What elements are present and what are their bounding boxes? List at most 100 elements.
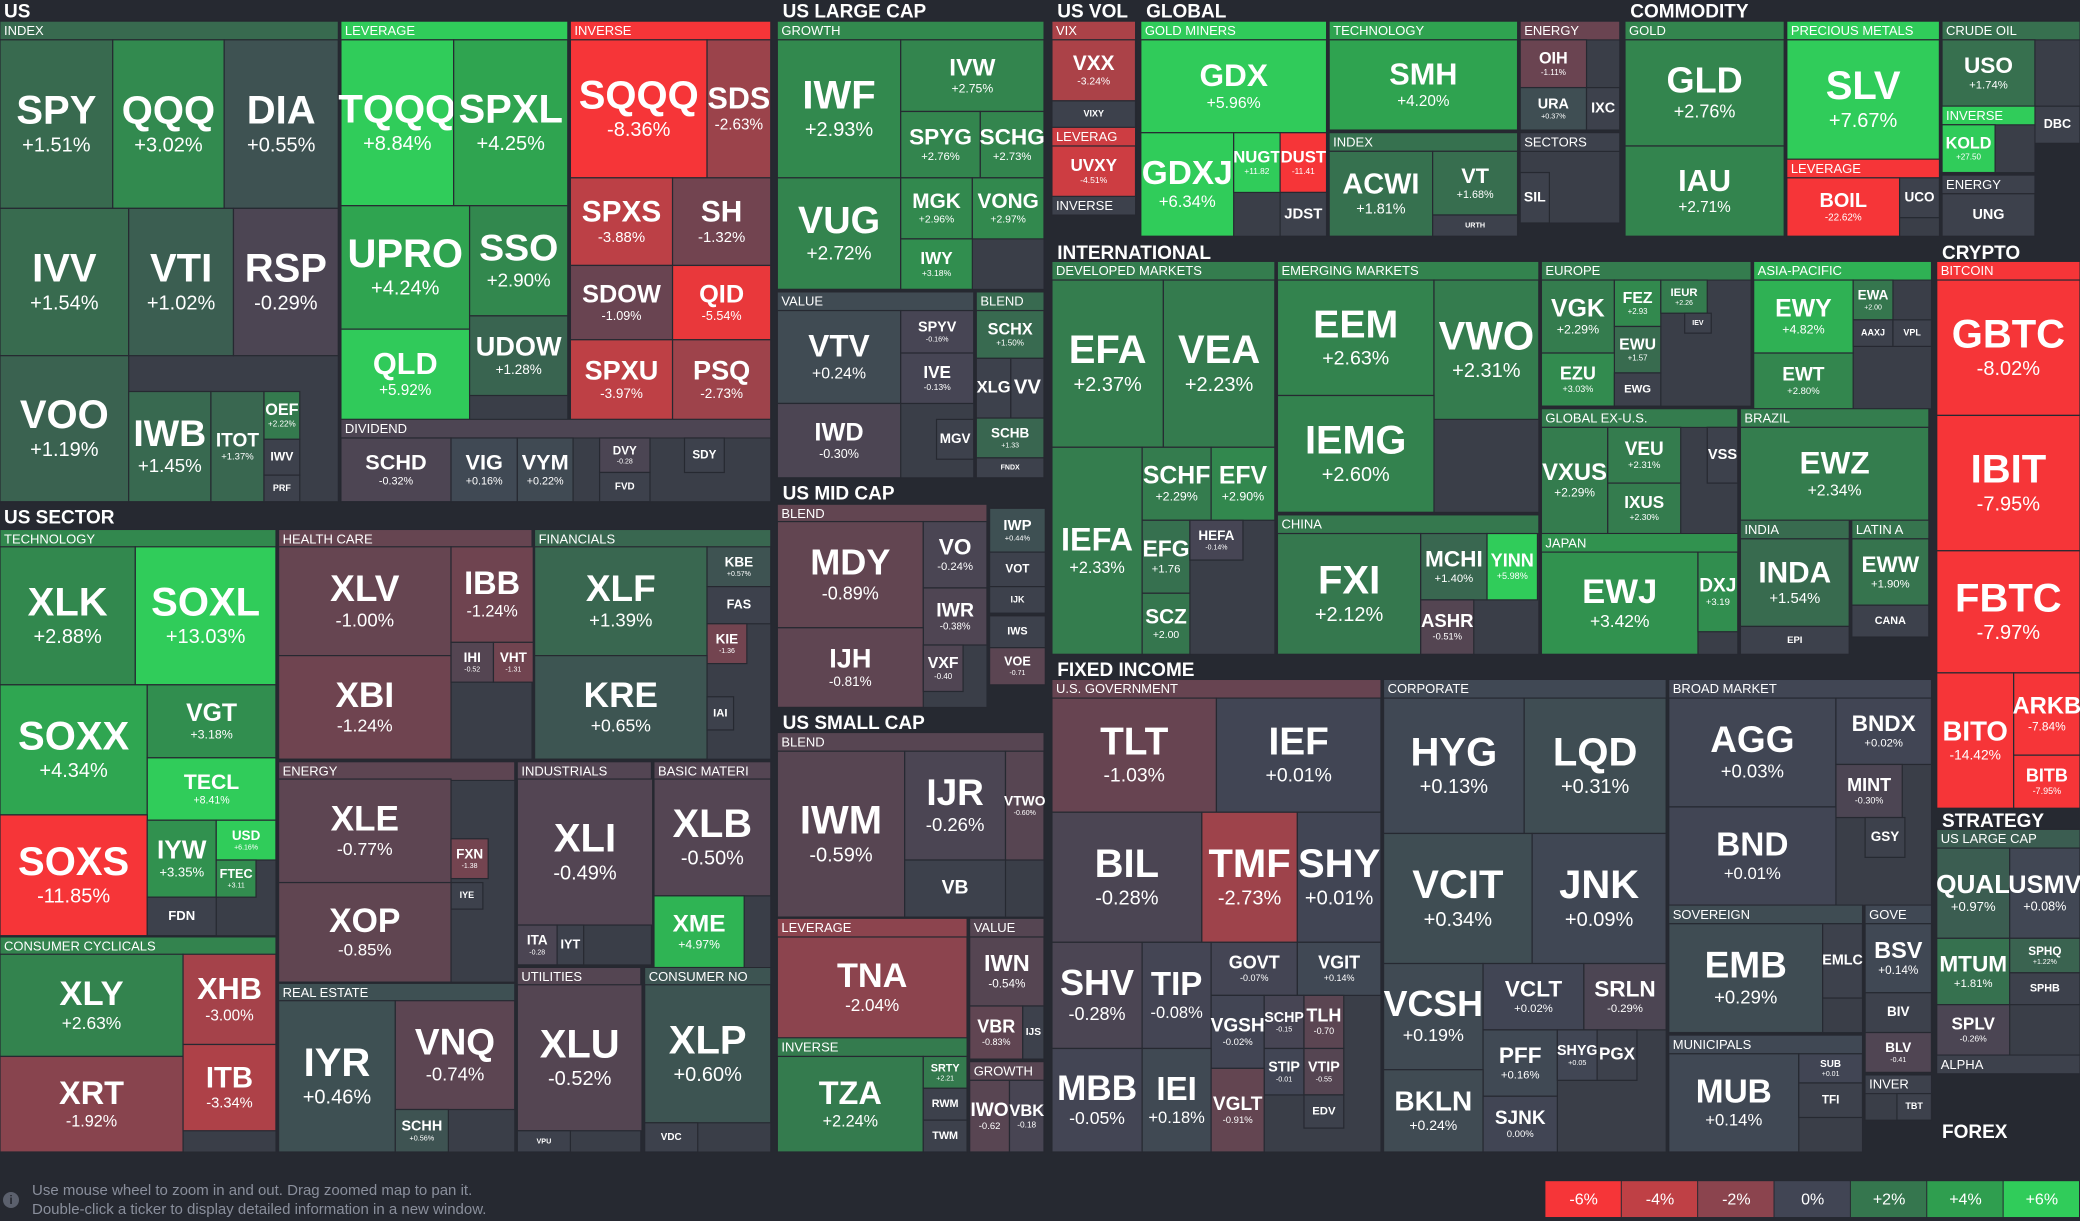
ticker-tile[interactable]	[232, 207, 339, 357]
ticker-tile[interactable]	[210, 390, 265, 503]
ticker-tile[interactable]	[979, 110, 1045, 179]
ticker-tile[interactable]	[1684, 312, 1712, 334]
ticker-tile[interactable]	[1624, 39, 1785, 147]
ticker-tile[interactable]	[146, 819, 217, 898]
ticker-tile[interactable]	[0, 684, 148, 816]
ticker-tile[interactable]	[1739, 625, 1850, 655]
ticker-tile[interactable]	[1432, 214, 1519, 237]
ticker-tile[interactable]	[1210, 1067, 1265, 1153]
ticker-tile[interactable]	[683, 437, 725, 474]
ticker-tile[interactable]	[128, 390, 212, 503]
ticker-tile[interactable]	[1519, 171, 1550, 224]
ticker-tile[interactable]	[1624, 145, 1785, 237]
ticker-tile[interactable]	[1382, 1069, 1484, 1153]
ticker-tile[interactable]	[1585, 86, 1621, 131]
ticker-tile[interactable]	[146, 684, 277, 759]
ticker-tile[interactable]	[706, 696, 735, 731]
ticker-tile[interactable]	[1004, 750, 1045, 861]
ticker-tile[interactable]	[1540, 551, 1699, 655]
ticker-tile[interactable]	[1432, 150, 1519, 216]
ticker-tile[interactable]	[1540, 352, 1615, 407]
ticker-tile[interactable]	[900, 309, 975, 354]
ticker-tile[interactable]	[988, 507, 1046, 553]
ticker-tile[interactable]	[1798, 1082, 1864, 1119]
ticker-tile[interactable]	[1898, 177, 1940, 219]
ticker-tile[interactable]	[1276, 279, 1435, 397]
ticker-tile[interactable]	[922, 1119, 968, 1153]
ticker-tile[interactable]	[969, 936, 1045, 1007]
ticker-tile[interactable]	[776, 750, 906, 918]
ticker-tile[interactable]	[533, 655, 708, 760]
ticker-tile[interactable]	[1936, 550, 2080, 674]
ticker-tile[interactable]	[277, 546, 452, 657]
ticker-tile[interactable]	[975, 357, 1012, 419]
ticker-tile[interactable]	[1276, 394, 1435, 513]
ticker-tile[interactable]	[975, 457, 1045, 479]
ticker-tile[interactable]	[1531, 832, 1667, 965]
ticker-tile[interactable]	[277, 881, 452, 983]
ticker-tile[interactable]	[1279, 132, 1328, 194]
ticker-tile[interactable]	[1706, 426, 1739, 484]
ticker-tile[interactable]	[468, 205, 569, 317]
ticker-tile[interactable]	[1233, 132, 1281, 194]
ticker-tile[interactable]	[969, 1079, 1011, 1153]
ticker-tile[interactable]	[516, 1130, 572, 1153]
ticker-tile[interactable]	[1051, 446, 1143, 655]
ticker-tile[interactable]	[516, 984, 643, 1132]
ticker-tile[interactable]	[1141, 519, 1191, 594]
ticker-tile[interactable]	[922, 644, 964, 693]
ticker-tile[interactable]	[922, 520, 988, 589]
ticker-tile[interactable]	[569, 264, 674, 341]
ticker-tile[interactable]	[1141, 941, 1212, 1050]
ticker-tile[interactable]	[900, 39, 1045, 113]
ticker-tile[interactable]	[146, 896, 217, 937]
ticker-tile[interactable]	[450, 881, 484, 910]
ticker-tile[interactable]	[516, 778, 654, 926]
ticker-tile[interactable]	[776, 936, 968, 1039]
ticker-tile[interactable]	[1420, 532, 1488, 601]
ticker-tile[interactable]	[1786, 39, 1940, 160]
ticker-tile[interactable]	[468, 315, 569, 397]
ticker-tile[interactable]	[128, 207, 235, 357]
ticker-tile[interactable]	[1010, 357, 1045, 419]
ticker-tile[interactable]	[263, 474, 301, 503]
ticker-tile[interactable]	[1210, 941, 1298, 996]
ticker-tile[interactable]	[706, 623, 748, 665]
ticker-tile[interactable]	[1613, 279, 1662, 328]
ticker-tile[interactable]	[450, 546, 534, 643]
ticker-tile[interactable]	[776, 520, 924, 629]
ticker-tile[interactable]	[450, 641, 495, 683]
ticker-tile[interactable]	[1523, 697, 1667, 835]
ticker-tile[interactable]	[453, 39, 569, 207]
ticker-tile[interactable]	[1607, 426, 1682, 484]
ticker-tile[interactable]	[1556, 1029, 1598, 1081]
ticker-tile[interactable]	[706, 586, 772, 625]
ticker-tile[interactable]	[1596, 1029, 1638, 1081]
ticker-tile[interactable]	[706, 546, 772, 588]
ticker-tile[interactable]	[1215, 697, 1382, 813]
ticker-tile[interactable]	[776, 1055, 924, 1153]
ticker-tile[interactable]	[1786, 177, 1901, 237]
ticker-tile[interactable]	[975, 309, 1045, 359]
ticker-tile[interactable]	[277, 778, 452, 884]
ticker-tile[interactable]	[1201, 811, 1298, 943]
ticker-tile[interactable]	[671, 177, 772, 267]
ticker-tile[interactable]	[1279, 191, 1328, 237]
ticker-tile[interactable]	[182, 953, 277, 1046]
ticker-tile[interactable]	[776, 402, 902, 479]
ticker-tile[interactable]	[340, 437, 452, 503]
ticker-tile[interactable]	[1739, 538, 1850, 628]
ticker-tile[interactable]	[2034, 105, 2080, 144]
ticker-tile[interactable]	[1941, 39, 2036, 107]
ticker-tile[interactable]	[516, 924, 558, 966]
ticker-tile[interactable]	[1851, 604, 1930, 638]
ticker-tile[interactable]	[1739, 426, 1930, 521]
ticker-tile[interactable]	[922, 1087, 968, 1121]
ticker-tile[interactable]	[1852, 279, 1894, 321]
ticker-tile[interactable]	[1864, 1031, 1933, 1073]
ticker-tile[interactable]	[277, 1000, 396, 1153]
ticker-tile[interactable]	[1668, 1053, 1800, 1153]
ticker-tile[interactable]	[975, 417, 1045, 459]
ticker-tile[interactable]	[1210, 446, 1276, 521]
ticker-tile[interactable]	[1051, 145, 1137, 198]
